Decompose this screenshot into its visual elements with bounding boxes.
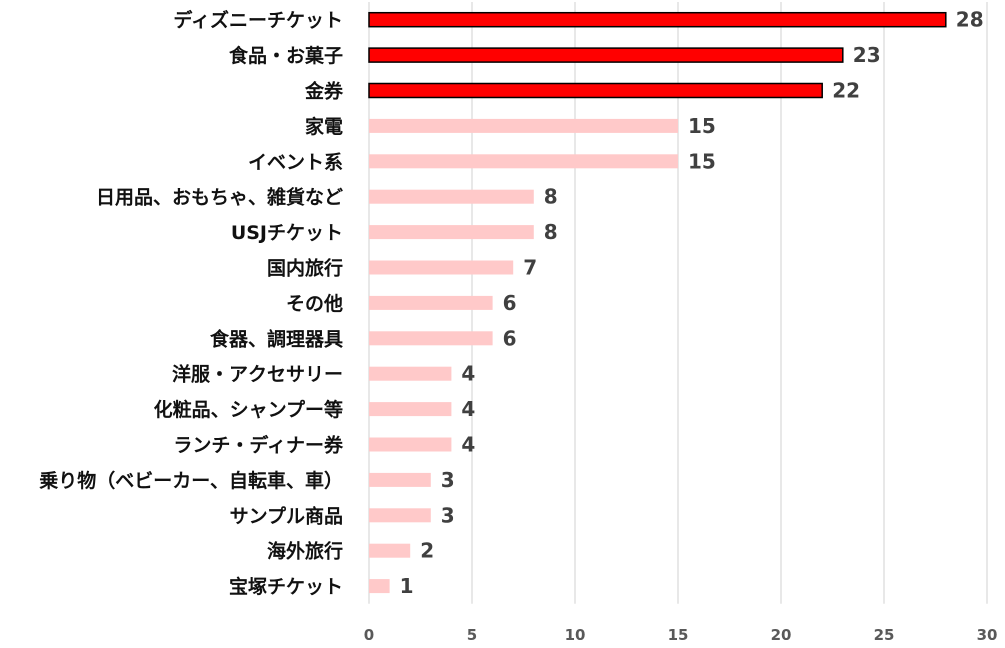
- category-label: 宝塚チケット: [229, 575, 343, 598]
- bar: [369, 508, 431, 523]
- value-label: 8: [544, 185, 558, 209]
- category-label: 国内旅行: [267, 257, 343, 280]
- value-label: 7: [523, 256, 537, 280]
- category-label: USJチケット: [231, 222, 343, 244]
- x-tick-label: 10: [565, 626, 586, 644]
- bar: [369, 225, 534, 240]
- value-label: 4: [461, 433, 475, 457]
- bar: [369, 543, 411, 558]
- x-tick-label: 5: [467, 626, 477, 644]
- category-label: サンプル商品: [230, 504, 343, 527]
- bar: [368, 11, 947, 28]
- category-label: 家電: [305, 115, 343, 138]
- x-axis-ticks: 0 5 10 15 20 25 30: [364, 626, 998, 644]
- grid-lines: [368, 2, 988, 604]
- value-label: 15: [688, 149, 716, 173]
- value-label: 15: [688, 114, 716, 138]
- category-label: 食品・お菓子: [229, 44, 343, 67]
- value-label: 8: [544, 220, 558, 244]
- bar: [369, 472, 431, 487]
- bar: [369, 437, 452, 452]
- category-label: 日用品、おもちゃ、雑貨など: [96, 186, 343, 209]
- bar: [369, 295, 493, 310]
- value-label: 1: [400, 574, 414, 598]
- bar: [368, 82, 823, 99]
- x-tick-label: 0: [364, 626, 374, 644]
- value-label: 28: [956, 8, 984, 32]
- category-label: イベント系: [248, 151, 343, 173]
- bars: [368, 11, 947, 594]
- x-tick-label: 20: [771, 626, 792, 644]
- category-label: ディズニーチケット: [173, 9, 343, 32]
- category-label: 海外旅行: [267, 540, 343, 563]
- bar: [368, 47, 844, 63]
- bar: [369, 189, 534, 204]
- category-label: ランチ・ディナー券: [173, 434, 344, 457]
- value-label: 3: [441, 468, 455, 492]
- category-label: 食器、調理器具: [210, 327, 343, 350]
- category-label: 金券: [304, 80, 344, 103]
- value-label: 4: [461, 397, 475, 421]
- value-label: 6: [503, 291, 517, 315]
- value-label: 22: [832, 79, 860, 103]
- category-label: 洋服・アクセサリー: [172, 363, 343, 386]
- value-label: 4: [461, 362, 475, 386]
- bar: [369, 118, 678, 133]
- bar: [369, 154, 678, 169]
- value-label: 6: [503, 326, 517, 350]
- bar: [369, 366, 452, 381]
- x-tick-label: 30: [977, 626, 998, 644]
- x-tick-label: 15: [668, 626, 689, 644]
- bar: [369, 579, 390, 594]
- value-label: 23: [853, 43, 881, 67]
- category-label: 乗り物（ベビーカー、自転車、車）: [39, 469, 343, 492]
- bar: [369, 402, 452, 417]
- value-label: 2: [420, 539, 434, 563]
- bar: [369, 260, 514, 275]
- x-tick-label: 25: [874, 626, 895, 644]
- bar: [369, 331, 493, 346]
- value-label: 3: [441, 503, 455, 527]
- category-label: 化粧品、シャンプー等: [154, 398, 343, 421]
- category-label: その他: [286, 292, 343, 315]
